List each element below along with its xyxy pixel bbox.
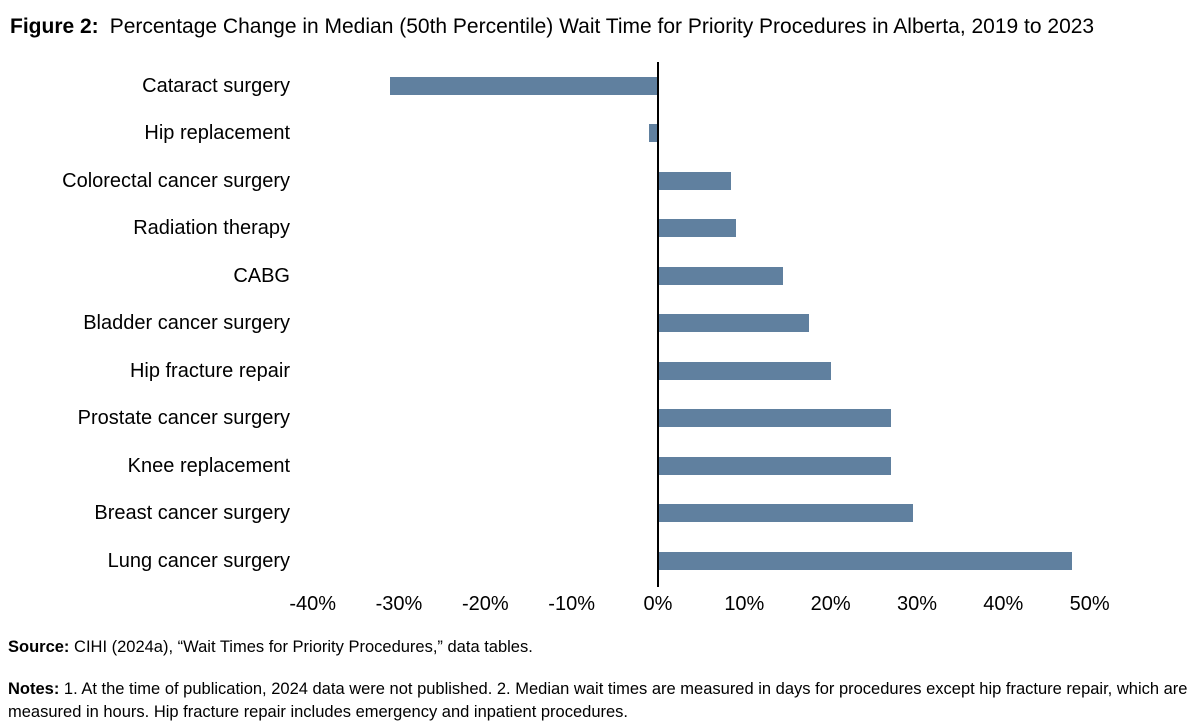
chart-row-prostate-cancer-surgery: Prostate cancer surgery	[0, 395, 1150, 443]
bar-colorectal-cancer-surgery	[658, 171, 732, 190]
category-label-cataract-surgery: Cataract surgery	[142, 74, 290, 97]
notes-text: 1. At the time of publication, 2024 data…	[8, 680, 1188, 721]
figure-title: Figure 2: Percentage Change in Median (50…	[10, 13, 1094, 40]
chart-row-lung-cancer-surgery: Lung cancer surgery	[0, 537, 1150, 585]
bar-lung-cancer-surgery	[658, 551, 1073, 570]
tick-label-20pct: 20%	[810, 593, 851, 615]
tick-label-30pct: 30%	[896, 593, 937, 615]
notes-line: Notes: 1. At the time of publication, 20…	[8, 678, 1190, 723]
bar-cataract-surgery	[390, 76, 658, 95]
bar-track	[290, 395, 1150, 443]
category-label-hip-replacement: Hip replacement	[144, 122, 290, 145]
chart-row-knee-replacement: Knee replacement	[0, 442, 1150, 490]
bar-breast-cancer-surgery	[658, 504, 913, 523]
bar-hip-fracture-repair	[658, 361, 831, 380]
bar-track	[290, 537, 1150, 585]
bar-cabg	[658, 266, 784, 285]
source-text: CIHI (2024a), “Wait Times for Priority P…	[69, 638, 533, 656]
chart-row-hip-fracture-repair: Hip fracture repair	[0, 347, 1150, 395]
tick-label-neg30pct: -30%	[375, 593, 423, 615]
bar-prostate-cancer-surgery	[658, 409, 892, 428]
category-label-prostate-cancer-surgery: Prostate cancer surgery	[77, 407, 290, 430]
chart-row-cataract-surgery: Cataract surgery	[0, 62, 1150, 110]
tick-label-0pct: 0%	[643, 593, 673, 615]
bar-track	[290, 490, 1150, 538]
chart-row-hip-replacement: Hip replacement	[0, 110, 1150, 158]
source-label: Source:	[8, 638, 70, 656]
bar-knee-replacement	[658, 456, 892, 475]
notes-label: Notes:	[8, 680, 60, 698]
bar-hip-replacement	[649, 124, 658, 143]
zero-axis-line	[657, 62, 659, 587]
bar-bladder-cancer-surgery	[658, 314, 810, 333]
category-label-colorectal-cancer-surgery: Colorectal cancer surgery	[62, 169, 290, 192]
bar-track	[290, 252, 1150, 300]
category-label-cabg: CABG	[233, 264, 290, 287]
chart-row-colorectal-cancer-surgery: Colorectal cancer surgery	[0, 157, 1150, 205]
category-label-bladder-cancer-surgery: Bladder cancer surgery	[83, 312, 290, 335]
bar-track	[290, 347, 1150, 395]
chart-row-breast-cancer-surgery: Breast cancer surgery	[0, 490, 1150, 538]
tick-label-neg20pct: -20%	[461, 593, 509, 615]
bar-track	[290, 205, 1150, 253]
bar-chart: Cataract surgery Hip replacement Colorecta…	[0, 62, 1150, 585]
chart-row-radiation-therapy: Radiation therapy	[0, 205, 1150, 253]
category-label-knee-replacement: Knee replacement	[127, 454, 290, 477]
tick-label-50pct: 50%	[1069, 593, 1110, 615]
category-label-hip-fracture-repair: Hip fracture repair	[129, 359, 290, 382]
bar-track	[290, 62, 1150, 110]
tick-label-10pct: 10%	[724, 593, 765, 615]
bar-track	[290, 300, 1150, 348]
category-label-lung-cancer-surgery: Lung cancer surgery	[107, 549, 290, 572]
tick-label-neg10pct: -10%	[548, 593, 595, 615]
source-line: Source: CIHI (2024a), “Wait Times for Pr…	[8, 637, 533, 658]
chart-row-bladder-cancer-surgery: Bladder cancer surgery	[0, 300, 1150, 348]
tick-label-40pct: 40%	[983, 593, 1024, 615]
chart-row-cabg: CABG	[0, 252, 1150, 300]
category-label-breast-cancer-surgery: Breast cancer surgery	[94, 502, 290, 525]
bar-track	[290, 110, 1150, 158]
figure-title-text: Percentage Change in Median (50th Percen…	[109, 15, 1095, 38]
tick-label-neg40pct: -40%	[289, 593, 337, 615]
bar-track	[290, 157, 1150, 205]
bar-radiation-therapy	[658, 219, 736, 238]
figure-number-label: Figure 2:	[10, 15, 99, 38]
category-label-radiation-therapy: Radiation therapy	[133, 217, 290, 240]
bar-track	[290, 442, 1150, 490]
